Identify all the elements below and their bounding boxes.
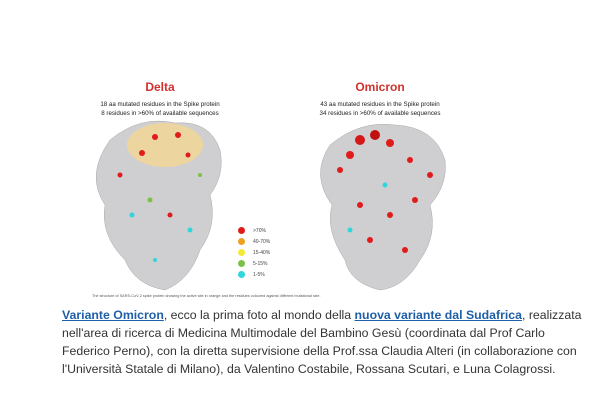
legend-item: 1-5% <box>238 269 270 280</box>
legend-dot <box>238 249 245 256</box>
legend-label: 40-70% <box>253 238 271 245</box>
protein-structures <box>95 120 446 291</box>
legend-item: >70% <box>238 225 270 236</box>
variante-omicron-link[interactable]: Variante Omicron <box>62 308 164 322</box>
nuova-variante-link[interactable]: nuova variante dal Sudafrica <box>354 308 522 322</box>
figure-caption: The structure of SARS-CoV-2 spike protei… <box>92 294 321 298</box>
legend-label: 1-5% <box>253 271 265 278</box>
omicron-subtitle: 43 aa mutated residues in the Spike prot… <box>300 100 460 118</box>
paragraph-text: , realizzata nell'area di ricerca di Med… <box>62 308 582 376</box>
paragraph-text: , ecco la prima foto al mondo della <box>163 308 355 322</box>
omicron-line2: 34 residues in >60% of available sequenc… <box>319 110 441 117</box>
delta-subtitle: 18 aa mutated residues in the Spike prot… <box>80 100 240 118</box>
legend-label: 5-15% <box>253 260 268 267</box>
article-paragraph: Variante Omicron, ecco la prima foto al … <box>62 306 592 378</box>
legend-label: 15-40% <box>253 249 271 256</box>
legend-item: 5-15% <box>238 258 270 269</box>
omicron-line1: 43 aa mutated residues in the Spike prot… <box>320 101 440 108</box>
legend-dot <box>238 238 245 245</box>
legend-dot <box>238 260 245 267</box>
legend: >70% 40-70% 15-40% 5-15% 1-5% <box>238 225 270 280</box>
legend-dot <box>238 227 245 234</box>
delta-protein-image <box>95 120 222 291</box>
spike-protein-figure: Delta Omicron 18 aa mutated residues in … <box>60 65 540 305</box>
legend-item: 40-70% <box>238 236 270 247</box>
omicron-title: Omicron <box>355 80 405 94</box>
delta-title: Delta <box>145 80 175 94</box>
delta-line1: 18 aa mutated residues in the Spike prot… <box>100 101 220 108</box>
omicron-protein-image <box>320 124 446 291</box>
legend-dot <box>238 271 245 278</box>
delta-line2: 8 residues in >60% of available sequence… <box>101 110 219 117</box>
legend-item: 15-40% <box>238 247 270 258</box>
legend-label: >70% <box>253 227 266 234</box>
